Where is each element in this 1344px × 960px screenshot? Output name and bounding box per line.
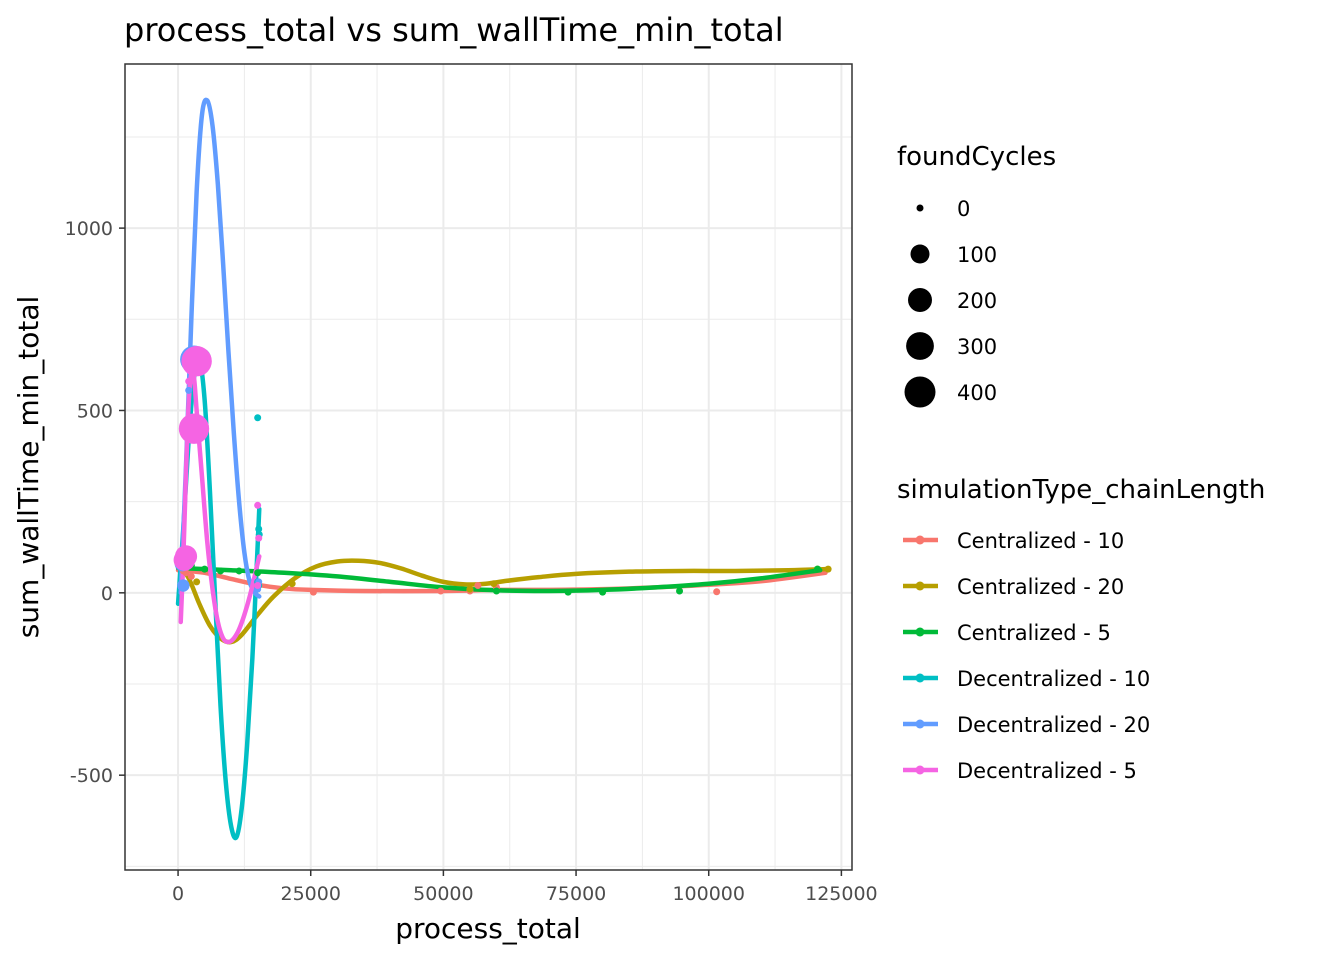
panel-background (125, 64, 852, 870)
data-point (599, 588, 607, 596)
size-legend-label: 200 (957, 289, 997, 313)
panel-border (124, 63, 853, 871)
x-axis: 0 25000 50000 75000 100000 125000 (172, 870, 878, 905)
y-tick-label: 500 (77, 400, 113, 422)
color-legend-key-point (915, 627, 925, 637)
data-point (201, 565, 209, 573)
grid (125, 64, 852, 870)
size-legend-title: foundCycles (897, 142, 1056, 172)
data-point (288, 580, 296, 588)
data-point (814, 565, 822, 573)
color-legend-key-point (915, 673, 925, 683)
size-legend-key (904, 376, 936, 408)
color-legend-label: Centralized - 20 (957, 575, 1124, 599)
data-point (309, 588, 317, 596)
color-legend: simulationType_chainLength Centralized -… (897, 475, 1265, 783)
x-tick-label: 25000 (281, 883, 341, 905)
chart-title: process_total vs sum_wallTime_min_total (124, 11, 784, 49)
color-legend-key-point (915, 535, 925, 545)
data-point (466, 585, 474, 593)
data-points (173, 345, 832, 596)
smooth-line (175, 356, 262, 841)
color-legend-key-point (915, 719, 925, 729)
data-point (187, 572, 195, 580)
data-point (181, 346, 212, 377)
x-axis-title: process_total (395, 912, 581, 945)
y-tick-label: -500 (70, 765, 113, 787)
data-point (235, 567, 243, 575)
color-legend-label: Centralized - 10 (957, 529, 1124, 553)
x-tick-label: 50000 (413, 883, 473, 905)
color-legend-label: Decentralized - 10 (957, 667, 1150, 691)
data-point (254, 582, 262, 590)
data-point (185, 386, 193, 394)
color-legend-title: simulationType_chainLength (897, 475, 1265, 505)
data-point (254, 414, 262, 422)
y-tick-label: 0 (101, 583, 113, 605)
data-point (437, 587, 445, 595)
data-point (174, 545, 198, 568)
data-point (177, 579, 190, 592)
data-point (564, 588, 572, 596)
size-legend-key (910, 244, 930, 264)
data-point (254, 501, 262, 509)
data-point (254, 569, 262, 577)
size-legend: foundCycles 0 100 200 300 400 (897, 142, 1056, 408)
y-axis-title: sum_wallTime_min_total (12, 296, 45, 639)
data-point (713, 588, 721, 596)
data-point (255, 525, 263, 533)
size-legend-label: 100 (957, 243, 997, 267)
data-point (193, 578, 201, 586)
data-point (255, 534, 263, 542)
size-legend-key (908, 288, 932, 312)
color-legend-label: Decentralized - 20 (957, 713, 1150, 737)
color-legend-label: Centralized - 5 (957, 621, 1111, 645)
y-axis: -500 0 500 1000 (65, 218, 125, 787)
plot-panel (124, 63, 853, 871)
size-legend-label: 400 (957, 381, 997, 405)
smooth-line (178, 97, 262, 599)
data-point (676, 587, 684, 595)
smooth-lines (175, 97, 828, 841)
color-legend-label: Decentralized - 5 (957, 759, 1137, 783)
y-tick-label: 1000 (65, 218, 113, 240)
size-legend-label: 300 (957, 335, 997, 359)
size-legend-key (906, 332, 934, 360)
data-point (492, 587, 500, 595)
x-tick-label: 100000 (672, 883, 745, 905)
data-point (474, 582, 482, 590)
x-tick-label: 125000 (805, 883, 878, 905)
data-point (217, 567, 225, 575)
size-legend-label: 0 (957, 197, 970, 221)
data-point (185, 377, 193, 385)
data-point (824, 565, 832, 573)
x-tick-label: 0 (172, 883, 184, 905)
color-legend-key-point (915, 581, 925, 591)
size-legend-key (916, 204, 924, 212)
data-point (178, 413, 210, 444)
data-point (490, 580, 498, 588)
color-legend-key-point (915, 765, 925, 775)
x-tick-label: 75000 (546, 883, 606, 905)
